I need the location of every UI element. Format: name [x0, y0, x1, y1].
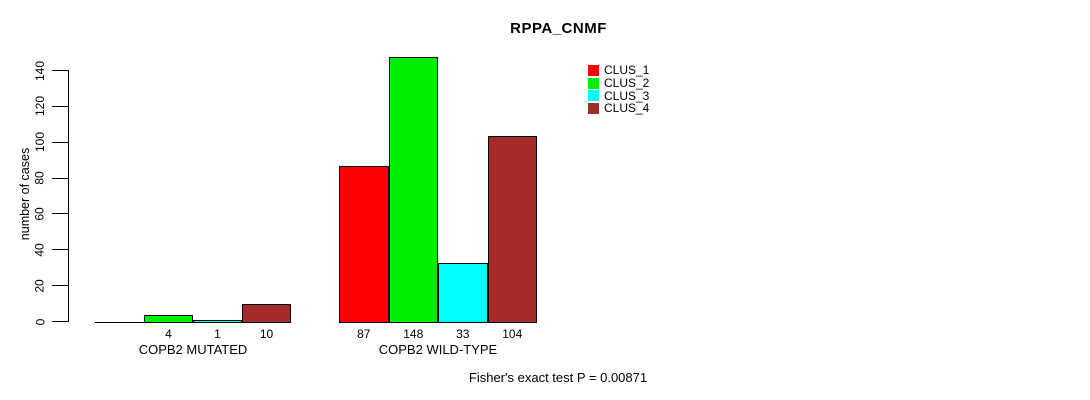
bar-clus_3-wildtype — [438, 263, 488, 323]
bar-clus_2-mutated — [144, 315, 193, 323]
bar-count-label: 1 — [214, 327, 221, 341]
y-tick-label-text: 60 — [32, 207, 47, 221]
bar-count-label: 87 — [357, 327, 371, 341]
bar-count-label: 4 — [165, 327, 172, 341]
bar-count-label: 10 — [259, 327, 274, 341]
legend-item-clus_3: CLUS_3 — [588, 89, 649, 102]
y-tick-label-text: 20 — [32, 278, 47, 293]
legend-swatch-icon — [588, 102, 599, 114]
y-tick-label-text: 120 — [33, 96, 47, 117]
bar-count-label: 104 — [502, 327, 523, 341]
y-tick-mark — [52, 213, 68, 215]
y-tick-mark — [52, 105, 68, 107]
y-tick-label-text: 140 — [33, 60, 47, 81]
bar-clus_2-wildtype — [388, 57, 438, 323]
legend-item-clus_1: CLUS_1 — [588, 64, 649, 77]
legend-label: CLUS_4 — [604, 101, 650, 116]
y-tick-label-text: 40 — [32, 243, 47, 257]
legend-item-clus_4: CLUS_4 — [588, 102, 649, 115]
y-tick-mark — [52, 141, 68, 143]
y-tick-label: 140 — [28, 49, 52, 93]
y-tick-mark — [52, 321, 68, 322]
legend-label: CLUS_2 — [604, 76, 650, 91]
bar-count-label: 33 — [456, 327, 470, 341]
legend-swatch-icon — [588, 90, 599, 102]
legend-swatch-icon — [588, 64, 599, 76]
legend-label: CLUS_3 — [604, 88, 650, 103]
legend-item-clus_2: CLUS_2 — [588, 77, 649, 90]
bar-clus_4-wildtype — [487, 136, 537, 323]
bar-clus_3-mutated — [193, 320, 242, 323]
y-tick-mark — [52, 249, 68, 251]
y-tick-mark — [52, 177, 68, 179]
y-axis-line — [68, 70, 69, 322]
y-tick-mark — [52, 70, 68, 71]
bar-clus_1-wildtype — [339, 166, 389, 323]
stat-annotation: Fisher's exact test P = 0.00871 — [468, 370, 648, 385]
legend-swatch-icon — [588, 77, 599, 89]
bar-clus_4-mutated — [242, 304, 291, 323]
x-category-label-wildtype: COPB2 WILD-TYPE — [378, 342, 498, 357]
legend: CLUS_1 CLUS_2 CLUS_3 CLUS_4 — [588, 64, 649, 115]
x-category-label-mutated: COPB2 MUTATED — [138, 342, 248, 357]
y-tick-mark — [52, 285, 68, 287]
chart-title: RPPA_CNMF — [510, 20, 607, 37]
y-tick-label-text: 0 — [33, 318, 47, 325]
y-tick-label-text: 100 — [33, 132, 47, 153]
bar-count-label: 148 — [403, 327, 424, 341]
y-tick-label-text: 80 — [32, 171, 47, 185]
legend-label: CLUS_1 — [604, 63, 650, 78]
